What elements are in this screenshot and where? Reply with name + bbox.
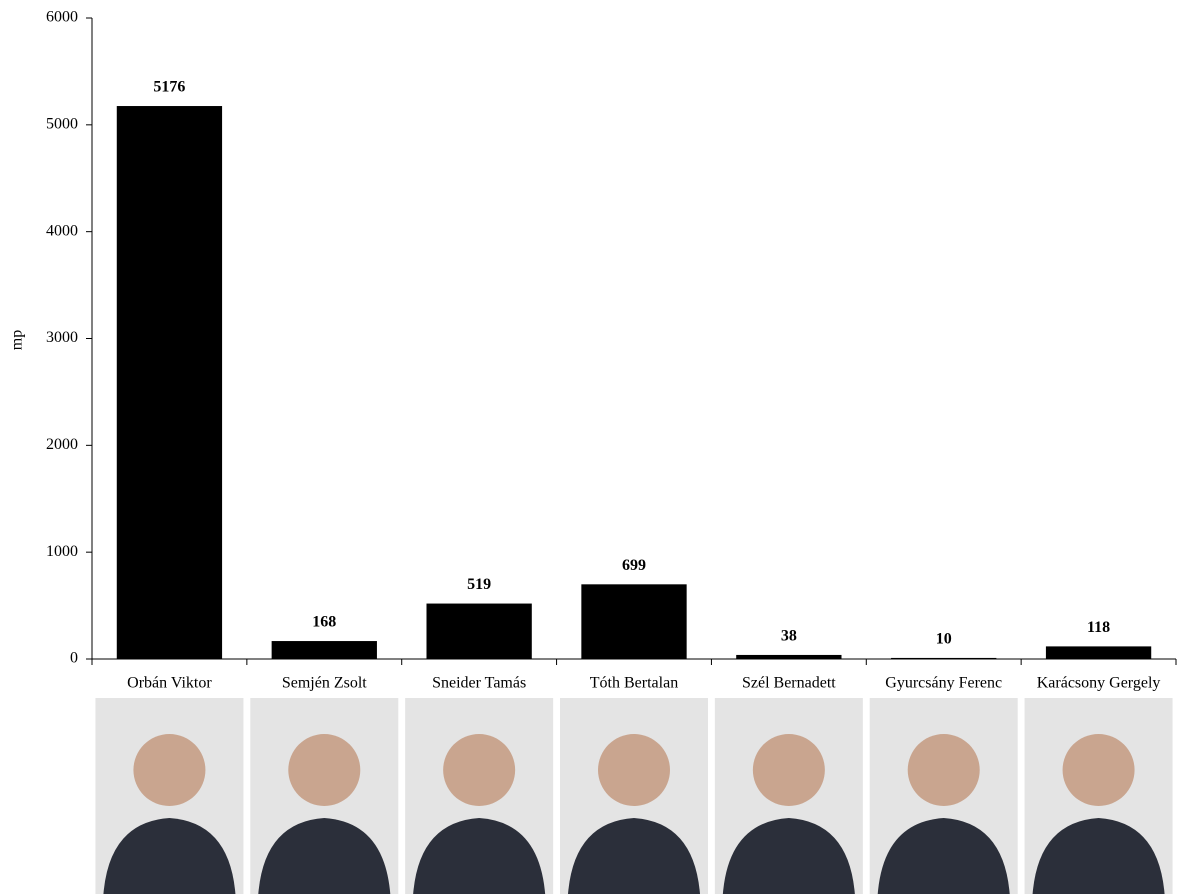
y-tick-label: 1000 — [46, 543, 78, 560]
y-tick-label: 0 — [70, 650, 78, 667]
photo-head — [598, 734, 670, 806]
y-tick-label: 3000 — [46, 329, 78, 346]
x-tick-label: Karácsony Gergely — [1037, 675, 1161, 692]
x-tick-label: Semjén Zsolt — [282, 675, 367, 692]
x-tick-label: Sneider Tamás — [432, 675, 526, 692]
data-label: 38 — [781, 628, 797, 645]
x-tick-label: Tóth Bertalan — [590, 675, 678, 692]
bar — [1045, 646, 1152, 659]
bar — [891, 657, 997, 659]
bar — [116, 106, 223, 660]
y-tick-label: 2000 — [46, 436, 78, 453]
bar — [736, 654, 842, 659]
y-axis-label: mp — [9, 330, 26, 350]
photo-head — [288, 734, 361, 806]
photo-body — [568, 818, 700, 894]
photo-head — [1062, 734, 1135, 806]
photo-head — [133, 734, 206, 806]
y-tick-label: 5000 — [46, 116, 78, 133]
bar — [426, 603, 532, 659]
data-label: 519 — [467, 576, 491, 593]
photo-body — [722, 818, 855, 894]
bar — [581, 584, 687, 659]
photo-body — [413, 818, 546, 894]
photo-head — [752, 734, 825, 806]
x-tick-label: Orbán Viktor — [127, 675, 212, 692]
data-label: 118 — [1087, 619, 1110, 636]
y-tick-label: 6000 — [46, 9, 78, 26]
photo-body — [1032, 818, 1165, 894]
data-label: 699 — [622, 557, 646, 574]
bar — [271, 641, 377, 659]
data-label: 5176 — [153, 79, 185, 96]
photo-head — [443, 734, 516, 806]
photo-body — [258, 818, 391, 894]
photo-head — [907, 734, 980, 806]
photo-body — [103, 818, 236, 894]
x-tick-label: Gyurcsány Ferenc — [885, 675, 1002, 692]
y-tick-label: 4000 — [46, 222, 78, 239]
photo-body — [877, 818, 1010, 894]
data-label: 10 — [936, 631, 952, 648]
x-tick-label: Szél Bernadett — [742, 675, 836, 692]
data-label: 168 — [312, 614, 336, 631]
